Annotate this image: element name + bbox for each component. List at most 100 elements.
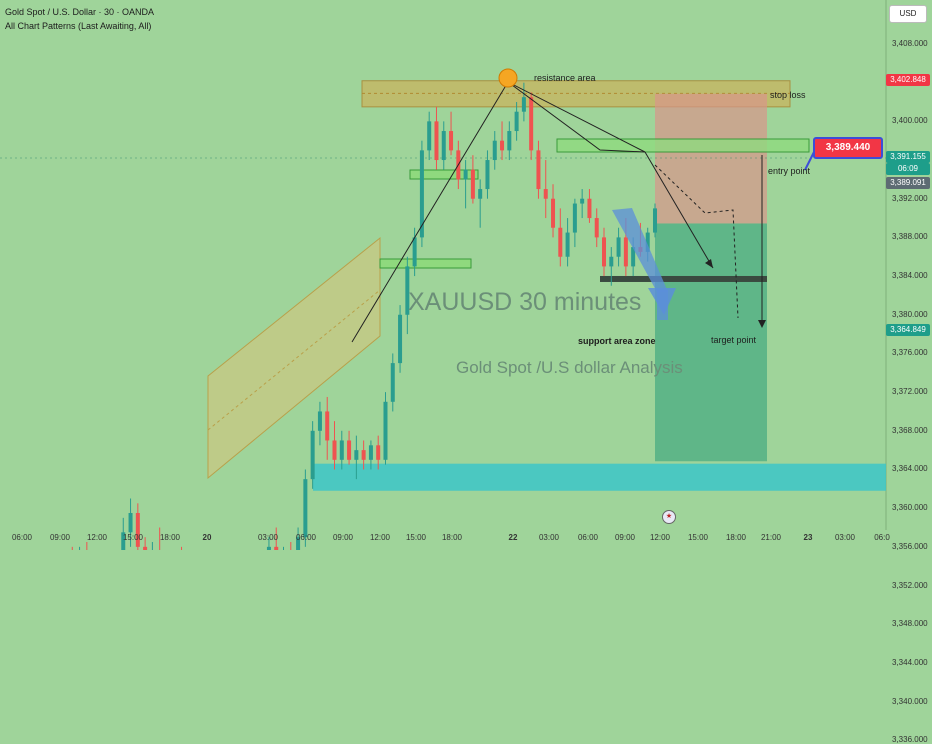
candle-body: [274, 546, 279, 550]
x-tick-label: 12:00: [86, 533, 108, 542]
stop-loss-zone[interactable]: [655, 93, 767, 224]
candle[interactable]: [368, 440, 373, 470]
indicator-label[interactable]: All Chart Patterns (Last Awaiting, All): [5, 21, 152, 31]
x-tick-label: 09:00: [49, 533, 71, 542]
candle[interactable]: [317, 401, 322, 446]
us-flag-icon[interactable]: ★: [662, 510, 676, 524]
candle[interactable]: [303, 469, 308, 547]
candle[interactable]: [427, 111, 432, 161]
candle[interactable]: [405, 256, 410, 335]
candle-body: [354, 450, 359, 460]
candle[interactable]: [565, 218, 570, 267]
candle[interactable]: [500, 121, 505, 161]
y-tick-label: 3,408.000: [892, 39, 928, 48]
candle[interactable]: [150, 542, 154, 550]
candle[interactable]: [274, 527, 279, 551]
candle[interactable]: [310, 421, 315, 489]
y-tick-label: 3,364.000: [892, 464, 928, 474]
candle[interactable]: [354, 435, 359, 480]
candle[interactable]: [339, 430, 344, 470]
candle[interactable]: [449, 111, 454, 156]
resistance-peak-marker[interactable]: [498, 68, 518, 88]
order-block-lower[interactable]: [379, 258, 472, 269]
candle-body: [121, 532, 126, 550]
candle-body: [572, 203, 577, 233]
candle[interactable]: [514, 102, 519, 141]
candle[interactable]: [85, 542, 89, 550]
candle[interactable]: [609, 247, 614, 286]
candle[interactable]: [434, 106, 439, 170]
support-band[interactable]: [313, 463, 886, 491]
candle[interactable]: [143, 537, 148, 550]
candle[interactable]: [616, 227, 621, 267]
x-tick-label: 06:0: [874, 533, 890, 542]
candle[interactable]: [121, 517, 126, 550]
candle[interactable]: [521, 82, 526, 122]
candle[interactable]: [572, 198, 577, 248]
candle[interactable]: [543, 160, 548, 219]
candle-body: [143, 546, 148, 550]
candle[interactable]: [325, 396, 330, 460]
order-block-upper[interactable]: [409, 169, 479, 180]
candle[interactable]: [463, 160, 468, 209]
candle[interactable]: [296, 527, 301, 551]
channel-midline: [207, 289, 381, 431]
candle-body: [325, 411, 330, 441]
candle[interactable]: [376, 435, 381, 470]
candle[interactable]: [441, 121, 446, 170]
y-tick-label: 3,344.000: [892, 657, 928, 667]
candle[interactable]: [558, 208, 563, 267]
chart-svg[interactable]: [0, 0, 932, 550]
candle[interactable]: [361, 440, 366, 470]
candle[interactable]: [419, 140, 424, 248]
candle[interactable]: [383, 392, 388, 465]
candle[interactable]: [289, 542, 293, 550]
candle[interactable]: [652, 203, 658, 238]
countdown-tag: 06:09: [886, 163, 930, 175]
candle-body: [623, 237, 628, 267]
candle[interactable]: [398, 305, 403, 373]
candle[interactable]: [529, 92, 534, 161]
candle[interactable]: [580, 189, 585, 219]
breakdown-level[interactable]: [600, 275, 767, 282]
candle[interactable]: [594, 208, 599, 248]
x-tick-label: 18:00: [159, 533, 181, 542]
blue-arrow-shaft: [657, 290, 668, 320]
projection-arrow[interactable]: [644, 151, 714, 269]
target-price-tag: 3,364.849: [886, 324, 930, 336]
alt-path[interactable]: [654, 164, 739, 319]
candle[interactable]: [478, 179, 483, 228]
x-tick-label: 06:00: [577, 533, 599, 542]
candle[interactable]: [602, 227, 607, 277]
candle[interactable]: [551, 184, 556, 238]
candle[interactable]: [536, 140, 541, 199]
candle[interactable]: [485, 150, 490, 199]
candle[interactable]: [158, 527, 162, 551]
candle[interactable]: [507, 121, 512, 161]
candle[interactable]: [135, 503, 140, 550]
symbol-title[interactable]: Gold Spot / U.S. Dollar · 30 · OANDA: [5, 7, 155, 17]
candle[interactable]: [347, 430, 352, 465]
candle-body: [383, 401, 388, 460]
candle[interactable]: [332, 421, 337, 470]
candle[interactable]: [470, 155, 475, 204]
candle-body: [507, 131, 512, 151]
x-tick-label: 18:00: [725, 533, 747, 542]
y-tick-label: 3,356.000: [892, 541, 928, 551]
rising-channel-shape[interactable]: [207, 236, 381, 480]
y-tick-label: 3,388.000: [892, 232, 928, 242]
candle[interactable]: [492, 131, 497, 170]
resistance-label: resistance area: [534, 73, 596, 83]
entry-block[interactable]: [556, 138, 810, 153]
candle[interactable]: [412, 227, 417, 277]
blue-projection-arrow: [612, 208, 668, 292]
currency-selector[interactable]: USD: [889, 5, 927, 23]
x-tick-label: 15:00: [122, 533, 144, 542]
candle[interactable]: [128, 498, 133, 547]
candle[interactable]: [266, 537, 271, 550]
candle[interactable]: [390, 353, 395, 412]
candle[interactable]: [587, 189, 592, 223]
y-tick-label: 3,348.000: [892, 619, 928, 629]
entry-price-callout: 3,389.440: [813, 137, 883, 159]
